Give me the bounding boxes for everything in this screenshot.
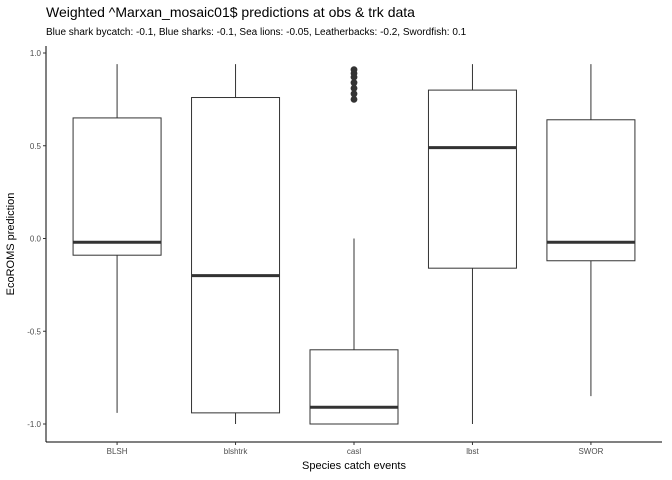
box-BLSH [72, 64, 162, 413]
box-lbst [427, 64, 517, 424]
outlier-point [350, 79, 358, 87]
chart-title: Weighted ^Marxan_mosaic01$ predictions a… [46, 4, 415, 20]
x-tick-label: BLSH [107, 447, 128, 456]
plot-marks [72, 64, 636, 425]
y-tick-label: 0.5 [30, 142, 42, 151]
chart-subtitle: Blue shark bycatch: -0.1, Blue sharks: -… [46, 27, 467, 38]
x-axis-ticks: BLSH blshtrk casl lbst SWOR [107, 442, 604, 456]
outlier-point [350, 66, 358, 74]
x-axis-title: Species catch events [302, 460, 406, 472]
y-tick-label: 0.0 [30, 235, 42, 244]
box-iqr [72, 117, 162, 256]
box-iqr [309, 349, 399, 425]
x-tick-label: casl [347, 447, 361, 456]
y-tick-label: -0.5 [27, 327, 41, 336]
outlier-point [350, 95, 358, 103]
y-axis-ticks: -1.0 -0.5 0.0 0.5 1.0 [27, 49, 46, 429]
y-axis-title: EcoROMS prediction [5, 193, 17, 296]
box-iqr [546, 119, 636, 262]
box-iqr [427, 89, 517, 269]
y-tick-label: -1.0 [27, 420, 41, 429]
outlier-point [350, 90, 358, 98]
y-tick-label: 1.0 [30, 49, 42, 58]
x-tick-label: blshtrk [224, 447, 249, 456]
box-iqr [191, 97, 281, 414]
x-tick-label: SWOR [578, 447, 603, 456]
box-blshtrk [191, 64, 281, 424]
box-casl [309, 66, 399, 425]
outlier-point [350, 84, 358, 92]
x-tick-label: lbst [466, 447, 479, 456]
box-SWOR [546, 64, 636, 397]
